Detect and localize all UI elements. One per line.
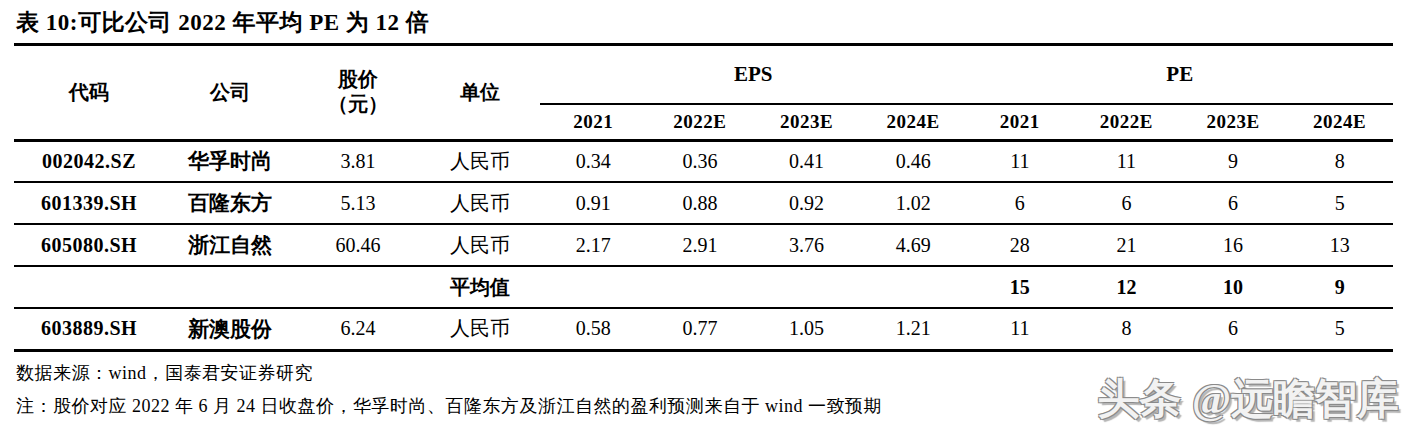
table-row: 603889.SH新澳股份6.24人民币0.580.771.051.211186… — [14, 308, 1393, 350]
eps-value — [753, 266, 860, 308]
table-row: 605080.SH浙江自然60.46人民币2.172.913.764.69282… — [14, 224, 1393, 266]
unit-cell: 平均值 — [420, 266, 540, 308]
price-cell: 3.81 — [296, 140, 420, 182]
eps-value: 2.17 — [540, 224, 647, 266]
eps-group-header: EPS — [540, 46, 967, 104]
pe-value: 8 — [1286, 140, 1393, 182]
table-row: 002042.SZ华孚时尚3.81人民币0.340.360.410.461111… — [14, 140, 1393, 182]
pe-value: 11 — [1073, 140, 1180, 182]
pe-value: 28 — [967, 224, 1074, 266]
comparable-companies-table: 代码 公司 股价（元） 单位 EPS PE 2021 2022E 2023E 2… — [14, 46, 1393, 352]
pe-value: 9 — [1286, 266, 1393, 308]
eps-year-header: 2023E — [753, 104, 860, 140]
eps-value: 0.88 — [647, 182, 754, 224]
price-cell — [296, 266, 420, 308]
col-header-price: 股价 （元） — [296, 46, 420, 140]
eps-value: 3.76 — [753, 224, 860, 266]
eps-year-header: 2021 — [540, 104, 647, 140]
code-cell — [14, 266, 164, 308]
unit-cell: 人民币 — [420, 224, 540, 266]
pe-value: 10 — [1180, 266, 1287, 308]
col-header-unit: 单位 — [420, 46, 540, 140]
code-cell: 603889.SH — [14, 308, 164, 350]
pe-value: 11 — [967, 140, 1074, 182]
eps-value: 2.91 — [647, 224, 754, 266]
unit-cell: 人民币 — [420, 182, 540, 224]
eps-value: 4.69 — [860, 224, 967, 266]
pe-value: 13 — [1286, 224, 1393, 266]
pe-year-header: 2021 — [967, 104, 1074, 140]
eps-value: 0.58 — [540, 308, 647, 350]
unit-cell: 人民币 — [420, 140, 540, 182]
eps-year-header: 2022E — [647, 104, 754, 140]
pe-value: 16 — [1180, 224, 1287, 266]
eps-value: 0.46 — [860, 140, 967, 182]
pe-value: 6 — [967, 182, 1074, 224]
price-header-line1: 股价 — [338, 68, 378, 90]
company-cell: 百隆东方 — [164, 182, 296, 224]
pe-value: 9 — [1180, 140, 1287, 182]
eps-value: 1.21 — [860, 308, 967, 350]
pe-value: 6 — [1073, 182, 1180, 224]
pe-value: 6 — [1180, 182, 1287, 224]
code-cell: 601339.SH — [14, 182, 164, 224]
pe-value: 6 — [1180, 308, 1287, 350]
pe-value: 11 — [967, 308, 1074, 350]
code-cell: 605080.SH — [14, 224, 164, 266]
report-table-page: 表 10:可比公司 2022 年平均 PE 为 12 倍 代码 公司 股价（元）… — [0, 0, 1407, 427]
pe-year-header: 2022E — [1073, 104, 1180, 140]
eps-value — [860, 266, 967, 308]
eps-value — [647, 266, 754, 308]
company-cell — [164, 266, 296, 308]
group-header-row: 代码 公司 股价（元） 单位 EPS PE — [14, 46, 1393, 104]
pe-value: 5 — [1286, 308, 1393, 350]
eps-value — [540, 266, 647, 308]
col-header-company: 公司 — [164, 46, 296, 140]
pe-year-header: 2024E — [1286, 104, 1393, 140]
eps-value: 0.36 — [647, 140, 754, 182]
company-cell: 华孚时尚 — [164, 140, 296, 182]
price-header-line2: （元） — [328, 93, 388, 115]
code-cell: 002042.SZ — [14, 140, 164, 182]
pe-value: 21 — [1073, 224, 1180, 266]
price-cell: 5.13 — [296, 182, 420, 224]
watermark: 头条 @远瞻智库 — [1097, 371, 1399, 427]
eps-year-header: 2024E — [860, 104, 967, 140]
table-body: 002042.SZ华孚时尚3.81人民币0.340.360.410.461111… — [14, 140, 1393, 350]
pe-value: 8 — [1073, 308, 1180, 350]
pe-value: 5 — [1286, 182, 1393, 224]
pe-value: 12 — [1073, 266, 1180, 308]
eps-value: 1.02 — [860, 182, 967, 224]
price-cell: 6.24 — [296, 308, 420, 350]
eps-value: 1.05 — [753, 308, 860, 350]
company-cell: 新澳股份 — [164, 308, 296, 350]
table-content: 表 10:可比公司 2022 年平均 PE 为 12 倍 代码 公司 股价（元）… — [14, 0, 1393, 418]
eps-value: 0.91 — [540, 182, 647, 224]
eps-value: 0.34 — [540, 140, 647, 182]
average-row: 平均值 1512109 — [14, 266, 1393, 308]
eps-value: 0.92 — [753, 182, 860, 224]
col-header-code: 代码 — [14, 46, 164, 140]
eps-value: 0.77 — [647, 308, 754, 350]
price-cell: 60.46 — [296, 224, 420, 266]
pe-group-header: PE — [967, 46, 1394, 104]
table-title: 表 10:可比公司 2022 年平均 PE 为 12 倍 — [14, 0, 1393, 46]
unit-cell: 人民币 — [420, 308, 540, 350]
pe-year-header: 2023E — [1180, 104, 1287, 140]
company-cell: 浙江自然 — [164, 224, 296, 266]
table-row: 601339.SH百隆东方5.13人民币0.910.880.921.026665 — [14, 182, 1393, 224]
eps-value: 0.41 — [753, 140, 860, 182]
pe-value: 15 — [967, 266, 1074, 308]
